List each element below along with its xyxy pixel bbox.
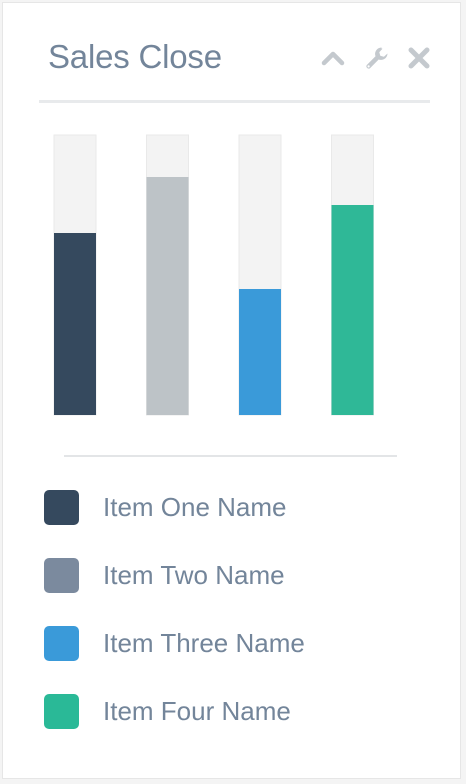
legend-item: Item Two Name xyxy=(44,556,364,592)
legend-swatch xyxy=(44,694,79,729)
widget-header: Sales Close xyxy=(39,3,430,103)
bar-4[interactable] xyxy=(332,205,374,415)
widget-title: Sales Close xyxy=(48,37,222,77)
legend-label: Item Four Name xyxy=(103,696,291,726)
legend-swatch xyxy=(44,558,79,593)
legend-label: Item One Name xyxy=(103,492,287,522)
legend-item: Item Three Name xyxy=(44,624,364,660)
legend-item: Item Four Name xyxy=(44,692,364,728)
bar-chart xyxy=(51,133,381,417)
sales-close-widget: Sales Close xyxy=(2,2,461,779)
legend-label: Item Two Name xyxy=(103,560,285,590)
bar-1[interactable] xyxy=(54,233,96,415)
bar-2[interactable] xyxy=(147,177,189,415)
chart-divider xyxy=(64,455,397,457)
wrench-icon[interactable] xyxy=(364,45,390,71)
legend-swatch xyxy=(44,626,79,661)
bar-3[interactable] xyxy=(239,289,281,415)
legend-label: Item Three Name xyxy=(103,628,305,658)
collapse-icon[interactable] xyxy=(320,45,346,71)
legend-item: Item One Name xyxy=(44,488,364,524)
close-icon[interactable] xyxy=(406,45,432,71)
legend-swatch xyxy=(44,490,79,525)
